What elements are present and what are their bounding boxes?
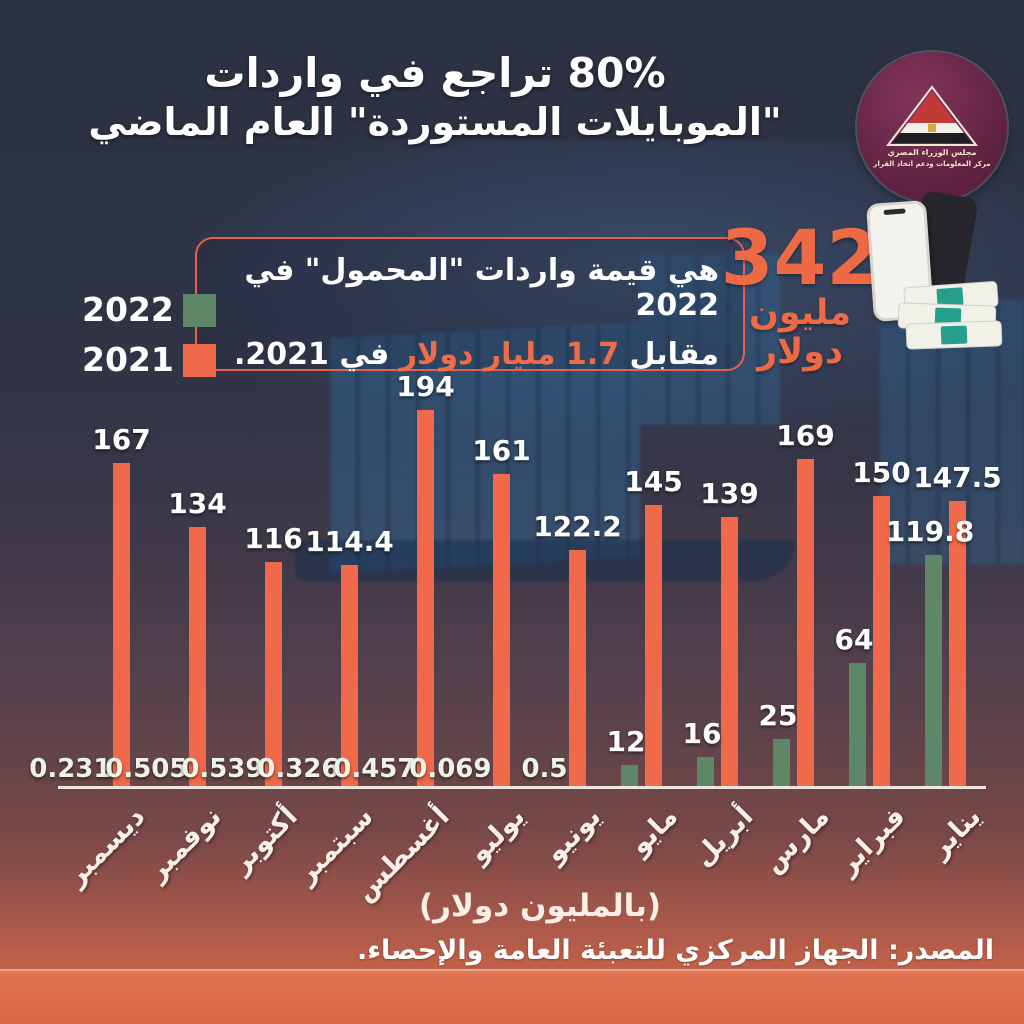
legend-swatch-2022: [183, 294, 216, 327]
bar-2021-11: [949, 501, 966, 788]
bar-2021-7: [645, 505, 662, 788]
value-2021-5: 161: [472, 434, 531, 467]
value-2022-11: 119.8: [885, 515, 975, 548]
value-2022-9: 25: [758, 699, 798, 732]
value-2021-0: 167: [92, 423, 151, 456]
legend-swatch-2021: [183, 344, 216, 377]
bar-2021-6: [569, 550, 586, 788]
legend-label-2022: 2022: [82, 290, 174, 329]
value-2022-4: 0.457: [333, 754, 416, 784]
bar-2021-1: [189, 527, 206, 788]
logo-org-name: مجلس الوزراء المصري: [887, 147, 977, 157]
month-label-7: مايو: [623, 801, 684, 862]
month-label-8: أبريل: [687, 801, 760, 873]
bar-2021-4: [417, 410, 434, 788]
logo-center-name: مركز المعلومات ودعم اتخاذ القرار: [873, 159, 991, 168]
bar-2021-9: [797, 459, 814, 788]
page-title: 80% تراجع في واردات "الموبايلات المستورد…: [40, 48, 830, 147]
bar-2021-10: [873, 496, 890, 788]
bar-2022-8: [696, 757, 714, 788]
bar-2022-7: [620, 765, 638, 788]
egypt-flag-pyramid-icon: [886, 85, 978, 146]
month-label-0: ديسمبر: [60, 801, 152, 892]
callout-line2-highlight: 1.7 مليار دولار: [399, 337, 620, 372]
footer-bar: WWW.IDSC.GOV.EG: [0, 969, 1024, 1024]
callout-line1: هي قيمة واردات "المحمول" في 2022: [244, 253, 719, 323]
month-label-5: يوليو: [463, 801, 532, 869]
bar-2022-9: [772, 739, 790, 788]
month-label-6: يونيو: [539, 801, 608, 869]
bar-2021-5: [493, 474, 510, 788]
title-line2: "الموبايلات المستوردة" العام الماضي: [88, 100, 782, 145]
bar-2022-10: [848, 663, 866, 788]
value-2022-0: 0.231: [29, 754, 112, 784]
callout-line2: مقابل 1.7 مليار دولار في 2021.: [221, 337, 719, 372]
value-2021-6: 122.2: [533, 510, 622, 543]
value-2022-8: 16: [682, 717, 722, 750]
bar-2022-11: [924, 555, 942, 788]
bar-2021-0: [113, 463, 130, 788]
value-2021-9: 169: [776, 419, 835, 452]
value-2021-2: 116: [244, 522, 303, 555]
month-label-10: فبراير: [831, 801, 912, 881]
value-2022-7: 12: [606, 725, 646, 758]
value-2021-11: 147.5: [913, 461, 1002, 494]
value-2021-10: 150: [852, 456, 911, 489]
callout-box: هي قيمة واردات "المحمول" في 2022 مقابل 1…: [195, 237, 745, 372]
value-2022-5: 0.069: [409, 754, 492, 784]
value-2022-10: 64: [834, 623, 874, 656]
logo-text: مجلس الوزراء المصري مركز المعلومات ودعم …: [873, 147, 990, 170]
value-2022-6: 0.5: [521, 754, 568, 784]
value-2022-3: 0.326: [257, 754, 340, 784]
x-axis-line: [58, 786, 986, 789]
value-2021-3: 114.4: [305, 525, 394, 558]
month-label-11: يناير: [924, 801, 988, 865]
legend-label-2021: 2021: [82, 340, 174, 379]
month-label-9: مارس: [757, 801, 836, 880]
callout-line2-suffix: في 2021.: [233, 337, 400, 372]
bar-2021-2: [265, 562, 282, 788]
bar-2021-8: [721, 517, 738, 788]
value-2022-2: 0.539: [181, 754, 264, 784]
month-label-1: نوفمبر: [141, 801, 228, 888]
value-2021-7: 145: [624, 465, 683, 498]
value-2022-1: 0.505: [105, 754, 188, 784]
highlight-number: 342: [720, 213, 880, 302]
idsc-logo: مجلس الوزراء المصري مركز المعلومات ودعم …: [857, 52, 1007, 202]
highlight-unit: مليون دولار: [748, 293, 852, 372]
title-line1: 80% تراجع في واردات: [204, 49, 666, 97]
callout-line2-prefix: مقابل: [619, 337, 719, 372]
value-2021-4: 194: [396, 370, 455, 403]
axis-units-label: (بالمليون دولار): [418, 888, 662, 924]
value-2021-1: 134: [168, 487, 227, 520]
highlight-value: 342 مليون دولار: [700, 213, 900, 372]
bar-2021-3: [341, 565, 358, 788]
value-2021-8: 139: [700, 477, 759, 510]
source-note: المصدر: الجهاز المركزي للتعبئة العامة وا…: [356, 935, 994, 966]
